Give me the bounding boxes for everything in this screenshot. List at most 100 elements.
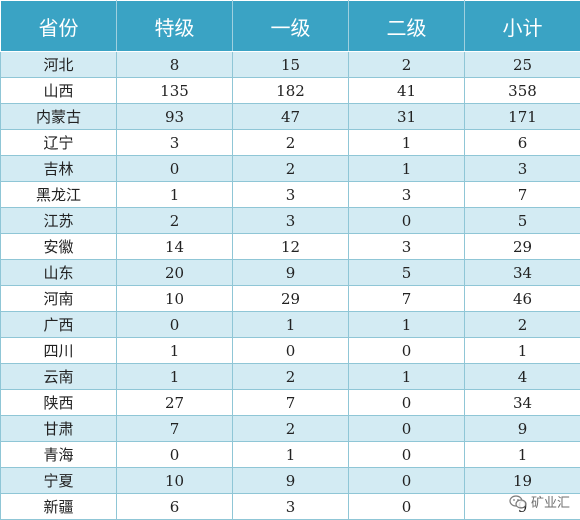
cell-province: 甘肃 <box>1 416 117 442</box>
cell-grade-two: 0 <box>349 494 465 520</box>
cell-grade-one: 1 <box>233 312 349 338</box>
cell-subtotal: 34 <box>465 390 580 416</box>
cell-province: 云南 <box>1 364 117 390</box>
cell-special-grade: 0 <box>117 442 233 468</box>
cell-subtotal: 9 <box>465 416 580 442</box>
cell-grade-two: 0 <box>349 442 465 468</box>
cell-grade-two: 5 <box>349 260 465 286</box>
cell-special-grade: 0 <box>117 312 233 338</box>
header-row: 省份 特级 一级 二级 小计 <box>1 1 580 52</box>
cell-subtotal: 171 <box>465 104 580 130</box>
cell-province: 吉林 <box>1 156 117 182</box>
cell-province: 新疆 <box>1 494 117 520</box>
cell-subtotal: 4 <box>465 364 580 390</box>
cell-subtotal: 6 <box>465 130 580 156</box>
cell-subtotal: 19 <box>465 468 580 494</box>
cell-province: 青海 <box>1 442 117 468</box>
cell-grade-two: 1 <box>349 130 465 156</box>
cell-province: 安徽 <box>1 234 117 260</box>
cell-special-grade: 10 <box>117 468 233 494</box>
cell-grade-one: 3 <box>233 208 349 234</box>
table-header: 省份 特级 一级 二级 小计 <box>1 1 580 52</box>
cell-special-grade: 20 <box>117 260 233 286</box>
cell-grade-one: 12 <box>233 234 349 260</box>
cell-grade-one: 9 <box>233 468 349 494</box>
cell-subtotal: 46 <box>465 286 580 312</box>
cell-special-grade: 6 <box>117 494 233 520</box>
cell-grade-one: 2 <box>233 364 349 390</box>
header-special-grade: 特级 <box>117 1 233 52</box>
cell-province: 江苏 <box>1 208 117 234</box>
cell-subtotal: 29 <box>465 234 580 260</box>
cell-special-grade: 27 <box>117 390 233 416</box>
header-grade-two: 二级 <box>349 1 465 52</box>
cell-grade-two: 1 <box>349 312 465 338</box>
cell-grade-one: 2 <box>233 130 349 156</box>
watermark-text: 矿业汇 <box>531 492 570 511</box>
cell-province: 宁夏 <box>1 468 117 494</box>
cell-special-grade: 0 <box>117 156 233 182</box>
cell-grade-one: 182 <box>233 78 349 104</box>
header-grade-one: 一级 <box>233 1 349 52</box>
cell-special-grade: 3 <box>117 130 233 156</box>
cell-grade-two: 7 <box>349 286 465 312</box>
cell-province: 内蒙古 <box>1 104 117 130</box>
cell-grade-one: 47 <box>233 104 349 130</box>
cell-grade-one: 2 <box>233 156 349 182</box>
cell-province: 河北 <box>1 52 117 78</box>
cell-grade-one: 2 <box>233 416 349 442</box>
header-subtotal: 小计 <box>465 1 580 52</box>
cell-subtotal: 5 <box>465 208 580 234</box>
cell-special-grade: 7 <box>117 416 233 442</box>
cell-province: 辽宁 <box>1 130 117 156</box>
cell-grade-one: 3 <box>233 494 349 520</box>
cell-special-grade: 10 <box>117 286 233 312</box>
cell-subtotal: 3 <box>465 156 580 182</box>
cell-province: 广西 <box>1 312 117 338</box>
cell-province: 黑龙江 <box>1 182 117 208</box>
cell-grade-two: 31 <box>349 104 465 130</box>
wechat-icon <box>509 495 527 509</box>
header-province: 省份 <box>1 1 117 52</box>
cell-grade-one: 3 <box>233 182 349 208</box>
cell-special-grade: 1 <box>117 364 233 390</box>
cell-special-grade: 1 <box>117 338 233 364</box>
cell-grade-one: 9 <box>233 260 349 286</box>
cell-grade-two: 41 <box>349 78 465 104</box>
cell-grade-two: 1 <box>349 156 465 182</box>
cell-grade-one: 29 <box>233 286 349 312</box>
cell-subtotal: 358 <box>465 78 580 104</box>
cell-province: 河南 <box>1 286 117 312</box>
cell-province: 陕西 <box>1 390 117 416</box>
cell-province: 山东 <box>1 260 117 286</box>
cell-grade-one: 7 <box>233 390 349 416</box>
cell-special-grade: 8 <box>117 52 233 78</box>
cell-subtotal: 2 <box>465 312 580 338</box>
cell-grade-one: 0 <box>233 338 349 364</box>
cell-grade-two: 3 <box>349 234 465 260</box>
cell-special-grade: 135 <box>117 78 233 104</box>
cell-grade-one: 1 <box>233 442 349 468</box>
cell-grade-two: 0 <box>349 338 465 364</box>
cell-grade-two: 0 <box>349 390 465 416</box>
cell-subtotal: 1 <box>465 442 580 468</box>
